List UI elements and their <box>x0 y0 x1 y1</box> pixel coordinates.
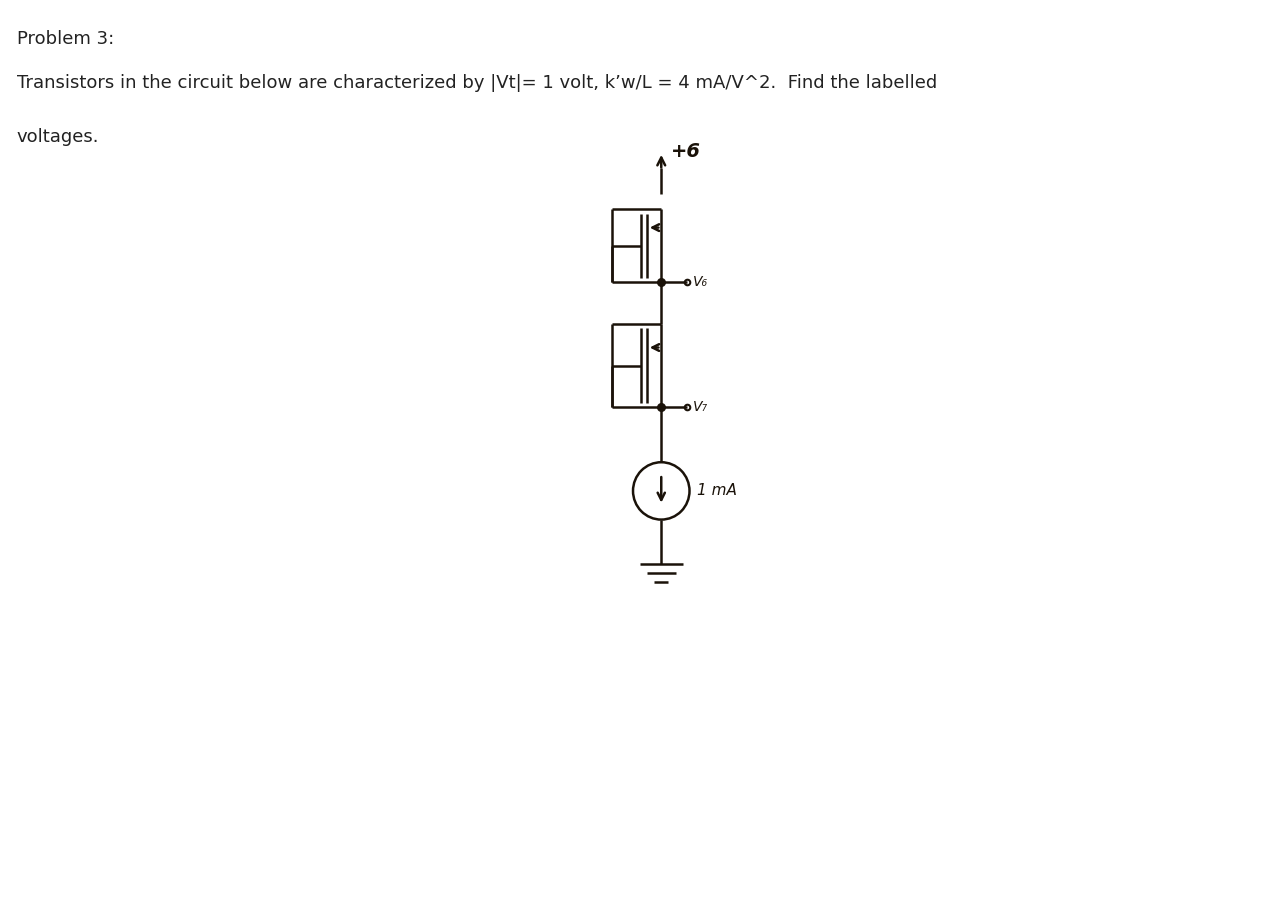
Text: +6: +6 <box>670 142 701 162</box>
Text: voltages.: voltages. <box>17 128 99 145</box>
Text: V₇: V₇ <box>693 400 709 415</box>
Text: 1 mA: 1 mA <box>697 483 737 498</box>
Text: Problem 3:: Problem 3: <box>17 30 114 47</box>
Text: V₆: V₆ <box>693 275 709 289</box>
Text: Transistors in the circuit below are characterized by |Vt|= 1 volt, k’w/L = 4 mA: Transistors in the circuit below are cha… <box>17 74 937 91</box>
